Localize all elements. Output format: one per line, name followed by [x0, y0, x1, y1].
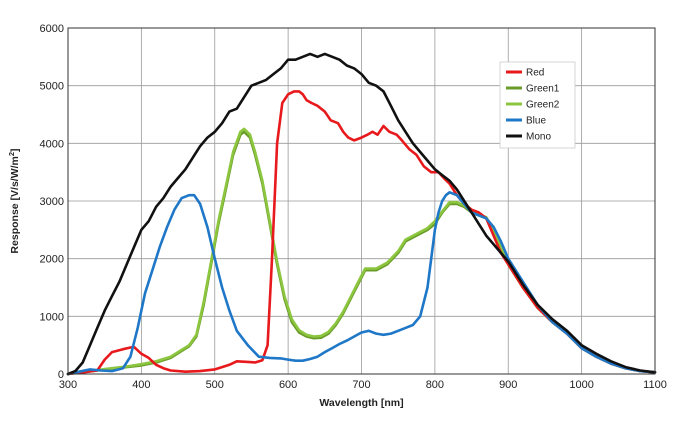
x-tick-label: 1000 — [569, 379, 593, 391]
x-tick-labels: 300 400 500 600 700 800 900 1000 1100 — [59, 379, 667, 391]
legend-label-green2: Green2 — [526, 100, 560, 111]
y-axis-label: Response [V/s/W/m2] — [7, 148, 21, 253]
x-tick-label: 700 — [352, 379, 370, 391]
y-tick-label: 4000 — [40, 138, 64, 150]
x-tick-label: 600 — [279, 379, 297, 391]
series-line-blue — [66, 191, 657, 376]
series-lines — [66, 52, 657, 376]
x-tick-label: 800 — [426, 379, 444, 391]
legend: Red Green1 Green2 Blue Mono — [499, 61, 576, 149]
x-tick-label: 500 — [206, 379, 224, 391]
series-line-red — [66, 90, 657, 376]
x-tick-label: 1100 — [643, 379, 667, 391]
x-axis-label: Wavelength [nm] — [319, 397, 403, 409]
x-tick-label: 900 — [499, 379, 517, 391]
x-tick-label: 300 — [59, 379, 77, 391]
series-line-mono — [66, 52, 657, 376]
y-tick-labels: 0 1000 2000 3000 4000 5000 6000 — [40, 23, 64, 381]
y-tick-label: 3000 — [40, 196, 64, 208]
legend-label-green1: Green1 — [526, 84, 560, 95]
y-tick-label: 2000 — [40, 254, 64, 266]
y-tick-label: 6000 — [40, 23, 64, 35]
x-tick-label: 400 — [132, 379, 150, 391]
legend-label-mono: Mono — [526, 132, 551, 143]
y-tick-label: 1000 — [40, 311, 64, 323]
y-tick-label: 5000 — [40, 81, 64, 93]
plot-frame — [67, 27, 656, 375]
legend-label-blue: Blue — [526, 116, 546, 127]
y-tick-label: 0 — [58, 369, 64, 381]
legend-label-red: Red — [526, 68, 544, 79]
